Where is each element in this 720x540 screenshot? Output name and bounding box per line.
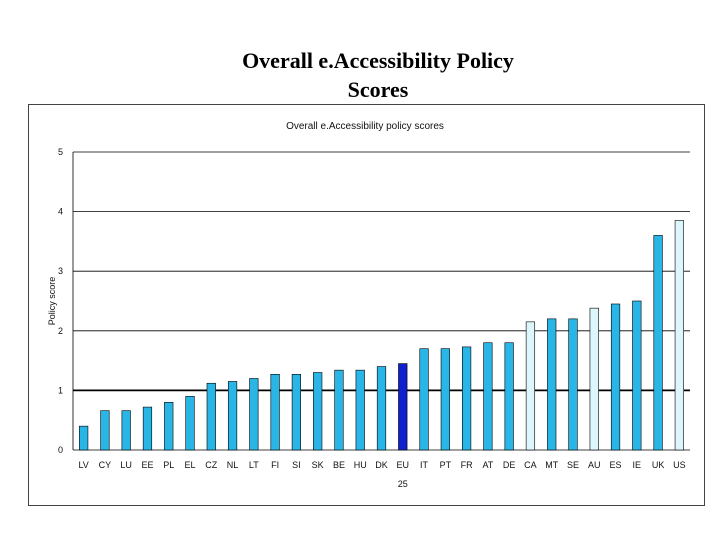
bar-se [568, 318, 578, 451]
slide-title-line-1: Overall e.Accessibility Policy [242, 48, 514, 73]
x-tick-label-eu: EU [397, 460, 410, 470]
y-tick-label: 5 [58, 147, 63, 157]
y-axis-label: Policy score [47, 277, 57, 326]
bar-eu [398, 363, 408, 451]
bar-ee [142, 406, 153, 451]
bar-si [291, 374, 301, 451]
x-tick-sublabel-eu: 25 [398, 479, 408, 489]
bar-lt [249, 378, 259, 451]
x-tick-label-fr: FR [461, 460, 473, 470]
x-tick-label-pl: PL [163, 460, 174, 470]
bar-lv [79, 425, 89, 451]
bar-it [419, 348, 429, 451]
x-tick-label-fi: FI [271, 460, 279, 470]
bar-pt [440, 348, 450, 451]
x-tick-label-de: DE [503, 460, 516, 470]
bar-at [483, 342, 493, 451]
y-tick-label: 1 [58, 385, 63, 395]
x-tick-label-cz: CZ [205, 460, 217, 470]
chart-title: Overall e.Accessibility policy scores [286, 121, 444, 132]
x-tick-label-ee: EE [141, 460, 153, 470]
x-tick-label-el: EL [185, 460, 196, 470]
x-tick-label-sk: SK [312, 460, 324, 470]
y-tick-label: 4 [58, 207, 63, 217]
bar-sk [313, 372, 323, 451]
x-tick-label-nl: NL [227, 460, 239, 470]
bar-de [504, 342, 514, 451]
bar-hu [355, 369, 365, 451]
bar-es [610, 303, 621, 451]
bar-chart: Overall e.Accessibility policy scores Po… [47, 121, 690, 489]
x-tick-label-lu: LU [120, 460, 132, 470]
bar-fi [270, 374, 280, 451]
y-tick-label: 0 [58, 445, 63, 455]
x-tick-label-lt: LT [249, 460, 259, 470]
grid-lines [72, 151, 690, 451]
bar-be [334, 369, 344, 451]
bar-au [589, 307, 599, 451]
x-tick-labels: LV CY LU EE PL EL CZ NL LT FI SI SK BE HU DK EU 25 IT PT FR… [78, 460, 685, 489]
x-tick-label-ca: CA [524, 460, 537, 470]
bar-dk [376, 366, 387, 451]
x-tick-label-si: SI [292, 460, 301, 470]
slide-title-line-2: Scores [347, 77, 409, 102]
x-tick-label-pt: PT [440, 460, 452, 470]
bar-fr [462, 346, 472, 451]
bar-lu [121, 410, 131, 451]
x-tick-label-lv: LV [78, 460, 88, 470]
x-tick-label-mt: MT [545, 460, 558, 470]
x-tick-label-be: BE [333, 460, 345, 470]
slide-title: Overall e.Accessibility Policy Scores [0, 46, 720, 104]
bar-ie [632, 300, 642, 451]
bar-uk [653, 235, 663, 451]
bar-nl [227, 381, 238, 451]
bar-pl [164, 402, 174, 451]
x-tick-label-es: ES [610, 460, 622, 470]
x-tick-label-au: AU [588, 460, 601, 470]
chart-frame: Overall e.Accessibility policy scores Po… [28, 104, 705, 506]
x-tick-label-dk: DK [375, 460, 388, 470]
x-tick-label-ie: IE [633, 460, 642, 470]
y-tick-label: 2 [58, 326, 63, 336]
x-tick-label-us: US [673, 460, 686, 470]
bar-cy [100, 410, 110, 451]
bar-mt [547, 318, 557, 451]
bars [79, 220, 684, 451]
x-tick-label-cy: CY [99, 460, 112, 470]
x-tick-label-at: AT [482, 460, 493, 470]
bar-us [674, 220, 684, 451]
y-tick-labels: 0 1 2 3 4 5 [58, 147, 63, 455]
bar-cz [206, 382, 216, 451]
x-tick-label-uk: UK [652, 460, 665, 470]
x-tick-label-se: SE [567, 460, 579, 470]
x-tick-label-hu: HU [354, 460, 367, 470]
x-tick-label-it: IT [420, 460, 429, 470]
y-tick-label: 3 [58, 266, 63, 276]
bar-el [185, 396, 195, 451]
bar-ca [525, 321, 536, 451]
